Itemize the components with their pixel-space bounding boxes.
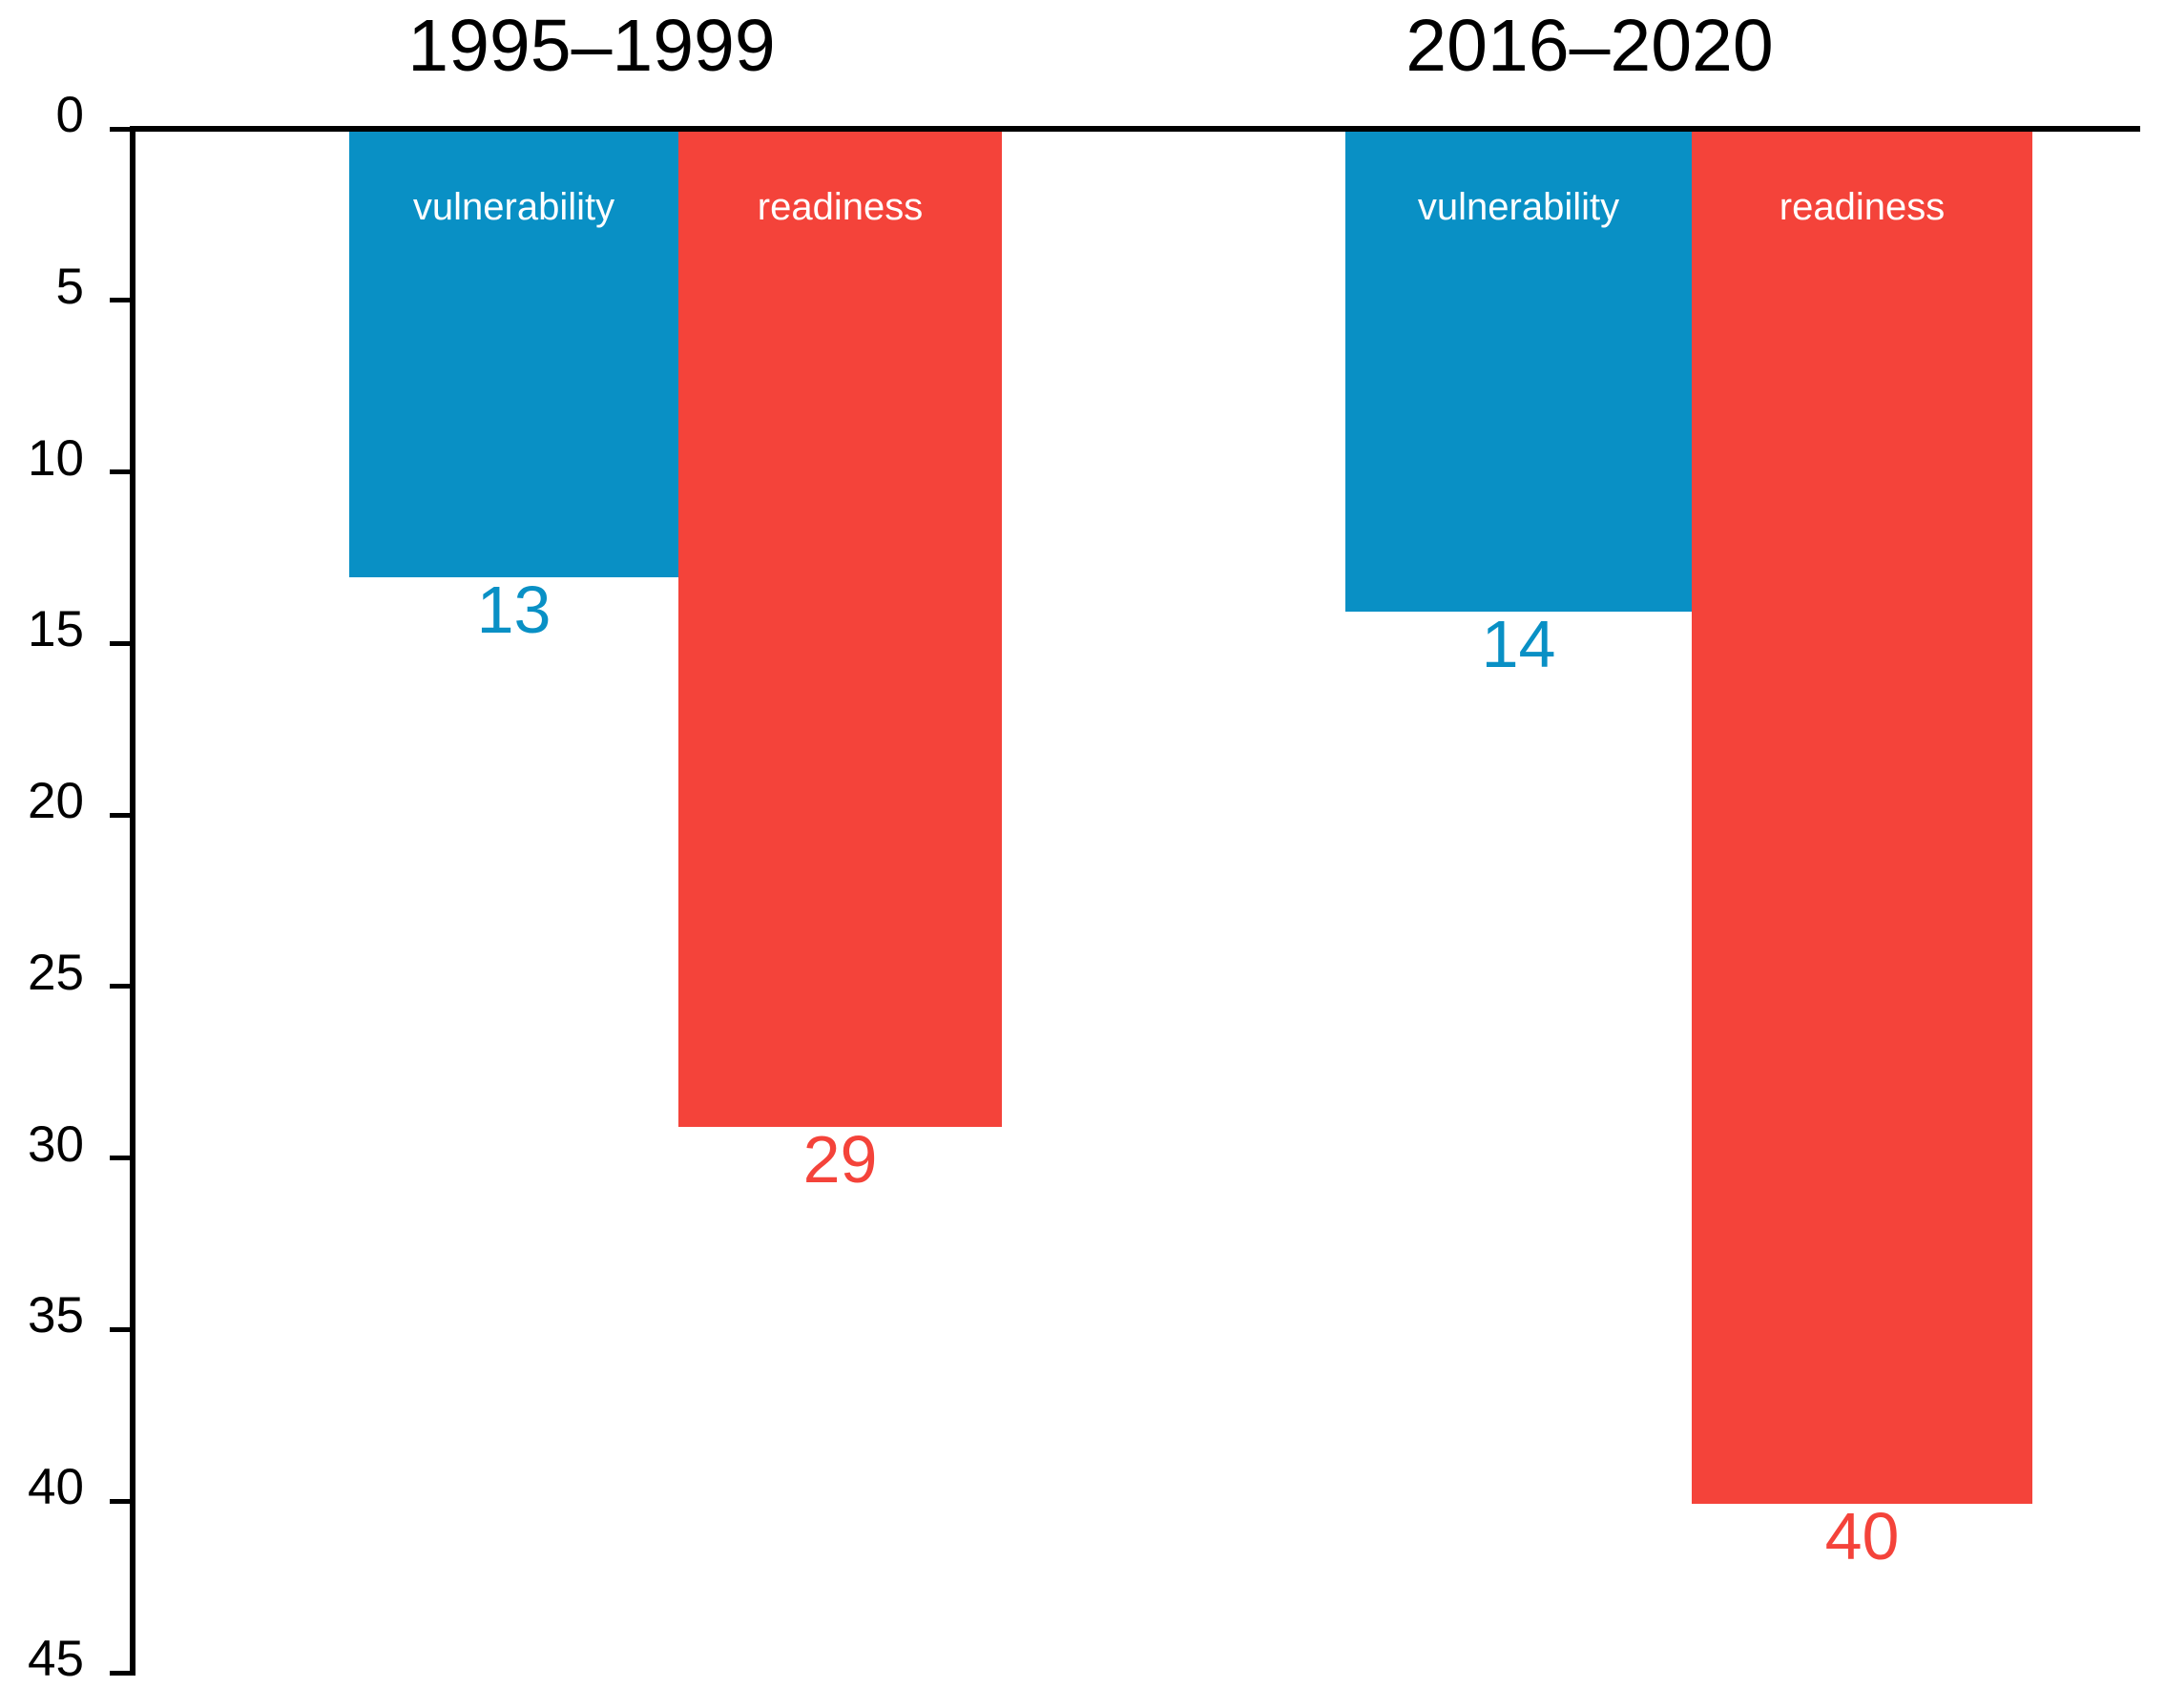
value-label-vulnerability-group-1: 13 bbox=[476, 573, 552, 648]
value-label-readiness-group-1: 29 bbox=[802, 1121, 878, 1197]
value-label-readiness-group-2: 40 bbox=[1824, 1499, 1900, 1574]
bar-vulnerability-group-1 bbox=[349, 132, 678, 578]
y-tick-mark-0 bbox=[110, 126, 133, 132]
bar-readiness-group-1 bbox=[678, 132, 1002, 1127]
y-tick-mark-30 bbox=[110, 1156, 133, 1161]
y-tick-label-40: 40 bbox=[28, 1459, 84, 1516]
value-label-vulnerability-group-2: 14 bbox=[1481, 607, 1556, 682]
panel-title-1995-1999: 1995–1999 bbox=[407, 5, 776, 87]
series-label-vulnerability-group-2: vulnerability bbox=[1417, 186, 1620, 228]
y-tick-mark-40 bbox=[110, 1498, 133, 1504]
series-label-readiness-group-1: readiness bbox=[757, 186, 924, 228]
y-tick-label-10: 10 bbox=[28, 429, 84, 487]
zero-baseline-axis bbox=[130, 126, 2140, 132]
y-tick-label-25: 25 bbox=[28, 944, 84, 1001]
bar-readiness-group-2 bbox=[1692, 132, 2032, 1505]
y-tick-label-35: 35 bbox=[28, 1287, 84, 1344]
y-tick-label-15: 15 bbox=[28, 601, 84, 658]
y-tick-mark-15 bbox=[110, 640, 133, 646]
series-label-readiness-group-2: readiness bbox=[1779, 186, 1946, 228]
y-tick-mark-45 bbox=[110, 1670, 133, 1676]
series-label-vulnerability-group-1: vulnerability bbox=[412, 186, 615, 228]
panel-title-2016-2020: 2016–2020 bbox=[1405, 5, 1774, 87]
y-tick-mark-20 bbox=[110, 812, 133, 818]
y-axis-line bbox=[130, 126, 135, 1676]
y-tick-label-30: 30 bbox=[28, 1115, 84, 1173]
y-tick-mark-25 bbox=[110, 984, 133, 989]
y-tick-mark-35 bbox=[110, 1326, 133, 1332]
y-tick-label-0: 0 bbox=[55, 87, 84, 143]
bar-vulnerability-group-2 bbox=[1345, 132, 1692, 613]
y-tick-label-45: 45 bbox=[28, 1631, 84, 1687]
y-tick-label-5: 5 bbox=[55, 258, 84, 315]
y-tick-mark-10 bbox=[110, 469, 133, 475]
y-tick-label-20: 20 bbox=[28, 773, 84, 830]
y-tick-mark-5 bbox=[110, 298, 133, 303]
